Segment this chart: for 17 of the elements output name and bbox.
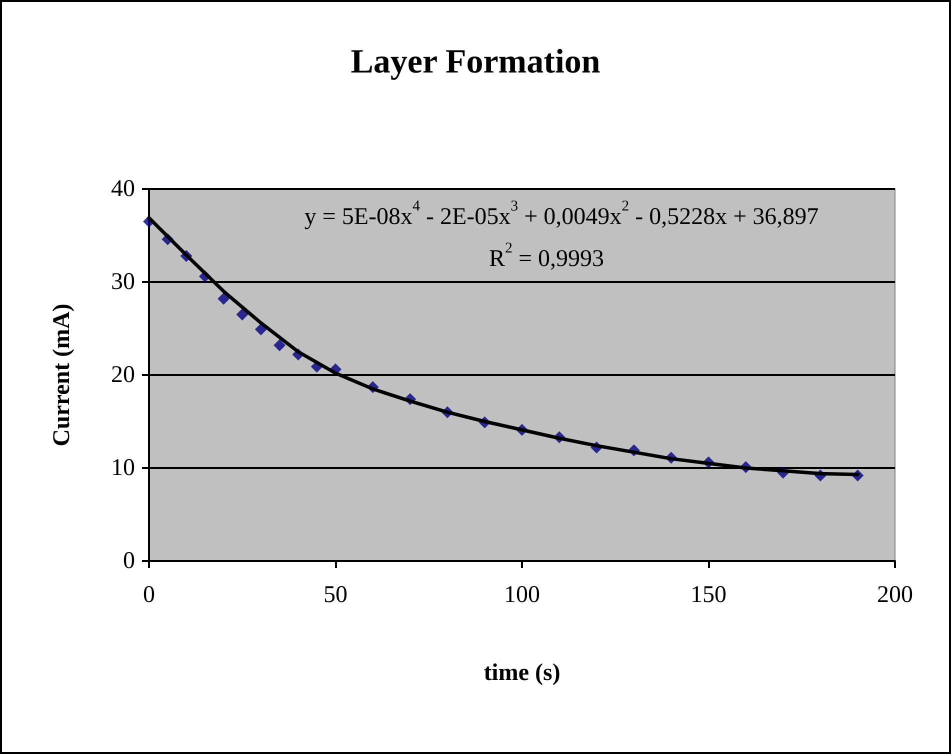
x-tick-label: 100	[504, 582, 540, 608]
point	[274, 339, 286, 352]
y-tick-label: 40	[111, 176, 135, 202]
y-tick-label: 30	[111, 269, 135, 295]
point	[218, 292, 230, 305]
y-tick-label: 0	[123, 548, 135, 574]
x-tick-label: 200	[877, 582, 913, 608]
y-tick-label: 20	[111, 362, 135, 388]
y-axis-title: Current (mA)	[49, 304, 75, 446]
chart-title: Layer Formation	[350, 44, 600, 80]
point	[236, 308, 248, 321]
x-tick-label: 150	[690, 582, 726, 608]
x-tick-label: 0	[143, 582, 155, 608]
y-tick-label: 10	[111, 455, 135, 481]
x-tick-label: 50	[324, 582, 348, 608]
point	[254, 323, 267, 336]
x-axis-title: time (s)	[484, 660, 560, 686]
